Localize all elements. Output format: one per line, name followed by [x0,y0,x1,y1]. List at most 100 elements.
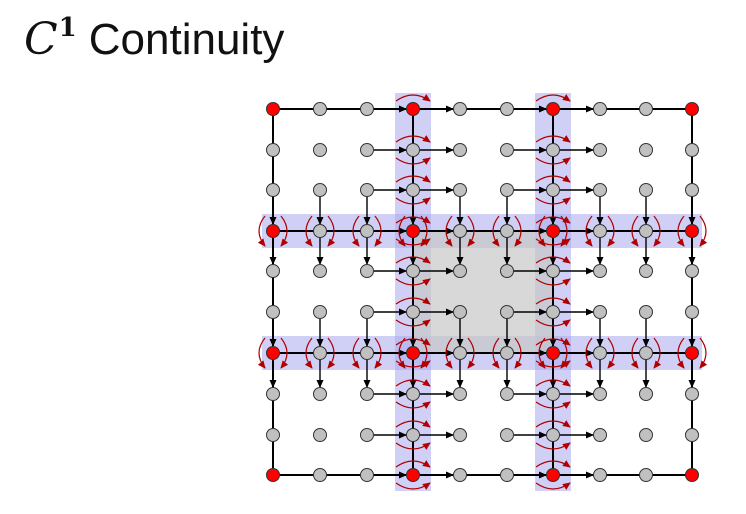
continuity-arc [676,215,685,247]
continuity-arc [395,482,431,490]
control-point [313,102,327,116]
control-point [593,264,607,278]
control-point [685,387,699,401]
continuity-arc [535,216,571,224]
control-point [593,224,607,238]
control-point [360,468,374,482]
continuity-arc [280,337,289,369]
continuity-arc [374,337,383,369]
continuity-arc [374,215,383,247]
continuity-arc [535,197,571,205]
continuity-arc [537,215,546,247]
continuity-arc [395,135,431,143]
control-point [639,264,653,278]
corner-control-point [406,468,420,482]
control-point [453,264,467,278]
corner-control-point [546,468,560,482]
title-text: Continuity [88,15,285,64]
control-point [360,264,374,278]
control-point [639,224,653,238]
continuity-arc [630,215,639,247]
continuity-arc [397,337,406,369]
control-point [500,468,514,482]
corner-control-point [266,468,280,482]
control-point [593,387,607,401]
control-point [593,102,607,116]
control-point [593,428,607,442]
continuity-arc [653,215,662,247]
continuity-arc [280,215,289,247]
control-point [500,387,514,401]
continuity-arc [395,379,431,387]
control-point [593,143,607,157]
control-point [500,183,514,197]
control-point [313,346,327,360]
control-point [500,143,514,157]
continuity-arc [304,337,313,369]
control-point [406,428,420,442]
continuity-arc [607,215,616,247]
continuity-arc [444,337,453,369]
control-point [313,305,327,319]
continuity-arc [327,337,336,369]
continuity-arc [560,337,569,369]
continuity-arc [467,337,476,369]
continuity-arc [395,297,431,305]
corner-control-point [685,224,699,238]
control-point [685,428,699,442]
control-point [453,305,467,319]
continuity-arc [395,401,431,409]
control-point [593,346,607,360]
corner-control-point [266,346,280,360]
control-point [685,305,699,319]
continuity-arc [420,215,429,247]
control-point [453,183,467,197]
continuity-arc [560,215,569,247]
continuity-arc [257,215,266,247]
corner-control-point [266,224,280,238]
continuity-arc [535,442,571,450]
control-point [453,346,467,360]
control-point [500,102,514,116]
continuity-arc [630,337,639,369]
control-point [453,387,467,401]
control-point [685,143,699,157]
control-point [500,305,514,319]
continuity-arc [351,337,360,369]
continuity-arc [395,278,431,286]
continuity-arc [395,175,431,183]
corner-control-point [406,102,420,116]
corner-control-point [406,224,420,238]
control-point [313,428,327,442]
control-point [360,428,374,442]
page-title: C1 Continuity [24,13,285,65]
control-point [593,305,607,319]
control-point [266,305,280,319]
control-point [500,428,514,442]
grid-edges [272,108,693,476]
control-point [360,305,374,319]
control-point [406,387,420,401]
control-point [360,102,374,116]
control-point [639,102,653,116]
control-point [546,143,560,157]
control-point [313,183,327,197]
continuity-arc [304,215,313,247]
control-point [685,264,699,278]
control-point [313,468,327,482]
continuity-arc [535,297,571,305]
control-point [313,224,327,238]
control-point [266,428,280,442]
continuity-arc [535,256,571,264]
control-point [313,264,327,278]
control-point [360,143,374,157]
control-point [593,468,607,482]
continuity-arc [535,460,571,468]
control-point [546,305,560,319]
control-point [266,143,280,157]
control-point [546,264,560,278]
corner-control-point [406,346,420,360]
control-point [453,102,467,116]
flow-arrows [269,105,696,479]
